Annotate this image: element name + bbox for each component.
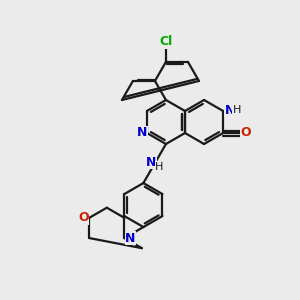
Text: O: O [240,127,251,140]
Text: N: N [125,232,136,244]
Text: O: O [78,211,88,224]
Text: H: H [233,105,241,115]
Text: N: N [225,103,235,116]
Text: N: N [137,127,147,140]
Text: Cl: Cl [159,35,172,48]
Text: N: N [146,155,157,169]
Text: H: H [155,162,164,172]
